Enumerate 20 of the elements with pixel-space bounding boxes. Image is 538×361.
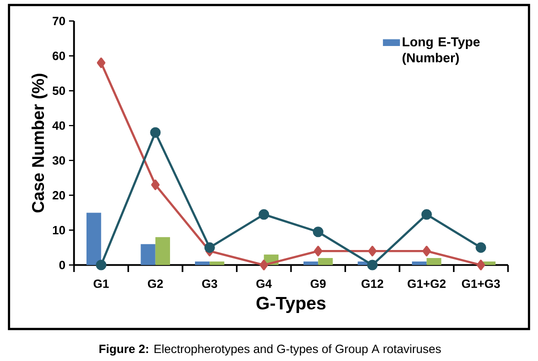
y-tick-label: 40 [52,121,66,130]
y-tick-label: 30 [52,156,66,165]
legend-label: Long E-Type (Number) [402,37,480,65]
x-tick-label: G1+G2 [408,279,446,288]
x-tick-label: G9 [310,279,326,288]
x-tick-label: G1 [94,279,109,288]
x-axis-title: G-Types [256,296,326,314]
y-tick-label: 60 [52,52,66,60]
y-tick-label: 50 [52,86,66,95]
x-tick-label: G1+G3 [462,279,500,288]
text: Figure 2: Electropherotypes and G-types of Group A rotaviruses [99,344,441,356]
y-tick-label: 70 [52,16,66,26]
x-tick-label: G3 [202,279,218,288]
y-tick-label: 20 [52,191,66,200]
x-tick-label: G2 [148,279,163,288]
y-tick-label: 10 [52,226,66,234]
y-tick-label: 0 [59,260,66,270]
x-tick-label: G4 [256,279,272,288]
y-axis-title: Case Number (%) [32,74,48,212]
x-tick-label: G12 [362,279,384,288]
